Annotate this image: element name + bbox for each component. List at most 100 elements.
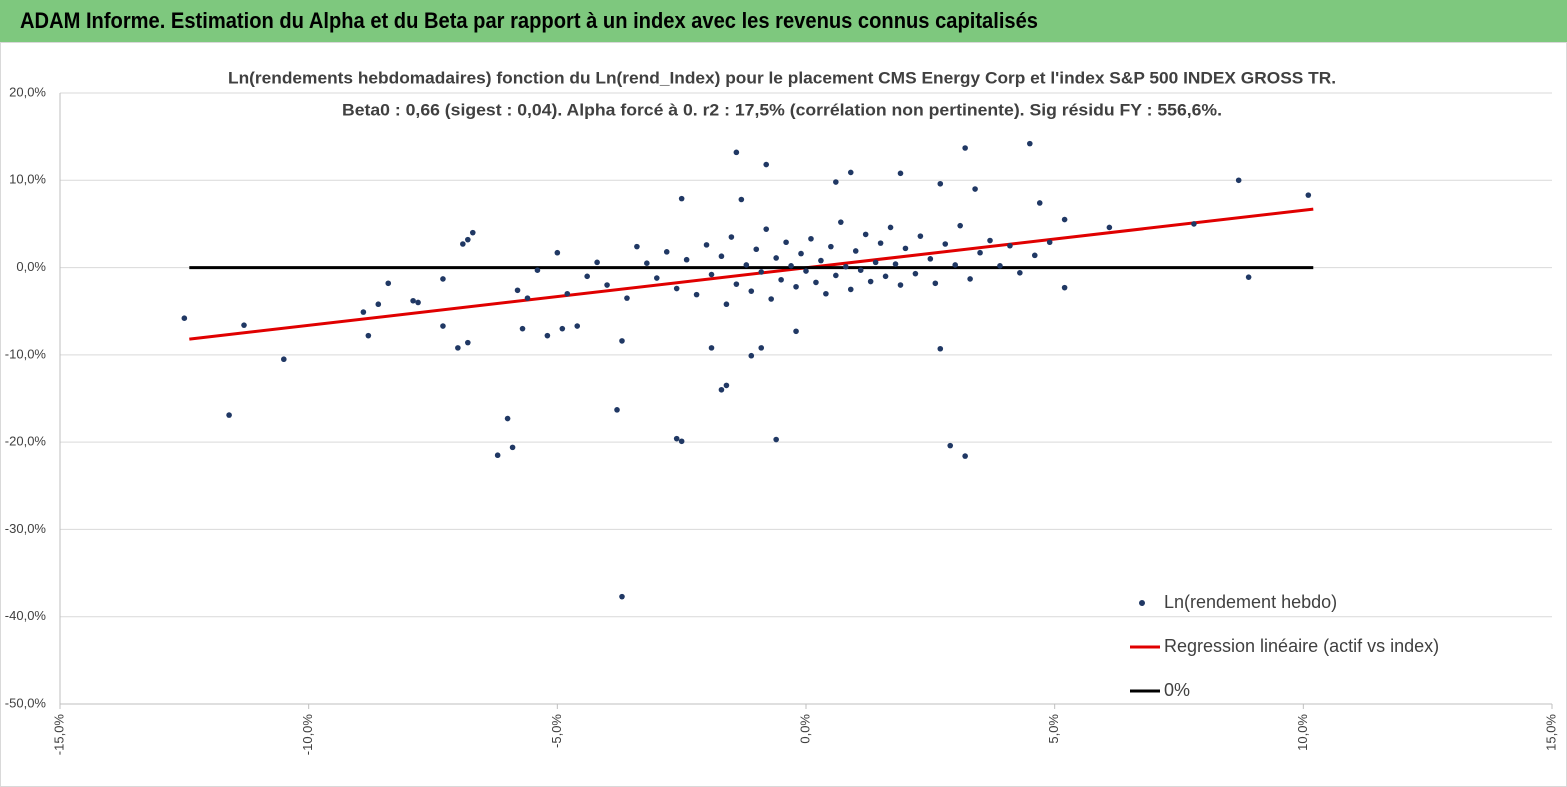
scatter-point (857, 267, 864, 273)
scatter-point (867, 278, 874, 285)
scatter-point (534, 267, 541, 273)
scatter-point (415, 299, 421, 306)
scatter-point (957, 222, 963, 229)
scatter-point (753, 246, 760, 253)
scatter-point (847, 169, 854, 176)
scatter-point (564, 290, 571, 297)
scatter-point (708, 271, 715, 278)
scatter-point (678, 438, 685, 445)
scatter-point (793, 283, 799, 290)
scatter-point (833, 179, 839, 185)
scatter-point (1036, 200, 1043, 206)
scatter-point (813, 279, 819, 286)
y-tick-label: -20,0% (5, 434, 47, 449)
scatter-point (683, 256, 690, 263)
scatter-point (798, 250, 804, 257)
scatter-point (465, 236, 471, 243)
scatter-point (365, 332, 372, 339)
scatter-point (440, 323, 446, 329)
scatter-point (937, 180, 944, 187)
scatter-point (594, 259, 600, 266)
scatter-point (937, 345, 944, 352)
scatter-point (847, 286, 854, 293)
scatter-point (544, 332, 551, 339)
scatter-point (1007, 242, 1013, 249)
scatter-point (778, 276, 784, 283)
scatter-point (763, 161, 770, 168)
scatter-point (385, 280, 392, 287)
scatter-point (619, 338, 625, 344)
scatter-point (828, 243, 834, 250)
scatter-point (693, 291, 700, 298)
scatter-point (733, 149, 740, 156)
scatter-point (718, 253, 725, 260)
scatter-point (897, 282, 904, 288)
scatter-point (758, 269, 765, 275)
scatter-point (723, 301, 730, 308)
y-tick-label: -10,0% (5, 346, 47, 361)
scatter-point (1027, 140, 1033, 147)
scatter-point (375, 301, 382, 308)
scatter-point (852, 248, 859, 254)
scatter-point (783, 239, 789, 246)
scatter-point (967, 276, 973, 282)
chart-subtitle: Beta0 : 0,66 (sigest : 0,04). Alpha forc… (342, 100, 1222, 119)
scatter-point (887, 224, 894, 231)
scatter-point (728, 234, 735, 240)
scatter-point (514, 287, 521, 294)
scatter-point (823, 290, 829, 297)
scatter-point (1061, 216, 1068, 223)
scatter-point (733, 281, 740, 287)
scatter-point (833, 272, 839, 279)
scatter-point (773, 255, 779, 261)
scatter-point (634, 243, 640, 250)
scatter-point (763, 226, 770, 232)
y-tick-label: -40,0% (5, 608, 47, 623)
scatter-point (1191, 221, 1197, 227)
scatter-point (808, 235, 814, 242)
scatter-point (818, 257, 824, 264)
scatter-point (758, 345, 765, 351)
scatter-point (842, 263, 849, 270)
x-tick-label: -10,0% (300, 714, 315, 756)
scatter-point (872, 259, 879, 266)
scatter-point (708, 345, 715, 351)
scatter-point (1235, 177, 1242, 184)
scatter-point (519, 325, 526, 332)
x-tick-label: 10,0% (1295, 714, 1310, 751)
scatter-point (718, 386, 725, 393)
x-tick-label: 0,0% (797, 714, 812, 744)
scatter-point (997, 263, 1003, 269)
scatter-point (773, 436, 779, 443)
scatter-point (678, 195, 685, 202)
scatter-point (1017, 270, 1023, 276)
frame (0, 42, 1567, 787)
scatter-point (902, 245, 909, 252)
y-tick-label: -50,0% (5, 695, 47, 710)
scatter-point (663, 249, 670, 255)
scatter-point (1061, 284, 1068, 291)
scatter-point (977, 249, 983, 256)
scatter-point (460, 241, 466, 247)
scatter-point (862, 231, 869, 238)
scatter-point (559, 325, 566, 332)
scatter-point (524, 295, 531, 301)
y-tick-label: 0,0% (16, 259, 46, 274)
scatter-point (360, 309, 367, 315)
scatter-point (748, 352, 755, 359)
y-tick-label: 10,0% (9, 172, 46, 187)
scatter-point (927, 256, 934, 262)
scatter-point (440, 276, 446, 282)
scatter-point (644, 260, 650, 267)
scatter-point (897, 170, 904, 177)
x-tick-label: 15,0% (1543, 714, 1558, 751)
scatter-point (932, 280, 939, 287)
scatter-point (1106, 224, 1113, 231)
scatter-point (673, 435, 680, 442)
scatter-point (455, 345, 461, 351)
legend-label: 0% (1164, 680, 1190, 700)
scatter-point (504, 415, 511, 422)
scatter-point (673, 285, 680, 292)
